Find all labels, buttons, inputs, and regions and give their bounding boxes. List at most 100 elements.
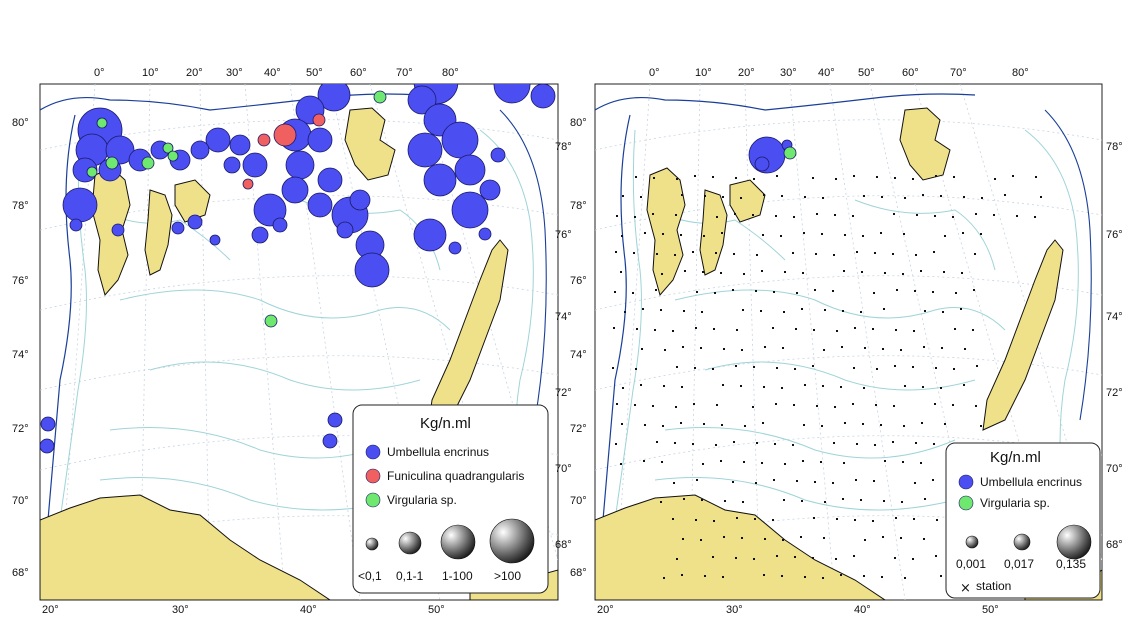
station-marker <box>743 461 745 463</box>
station-marker <box>796 292 798 294</box>
station-marker <box>953 368 955 370</box>
station-marker <box>963 384 965 386</box>
left-map: 0° 10° 20° 30° 40° 50° 60° 70° 80° 20° 3… <box>12 67 572 616</box>
lon-label: 50° <box>306 67 323 79</box>
station-marker <box>793 404 795 406</box>
station-marker <box>856 443 858 445</box>
station-marker <box>714 292 716 294</box>
right-right-lat-labels: 78° 76° 74° 72° 70° 68° <box>1106 141 1123 551</box>
station-marker <box>621 235 623 237</box>
station-marker <box>722 196 724 198</box>
station-marker <box>792 444 794 446</box>
size-circle-icon <box>965 535 979 549</box>
station-marker <box>712 556 714 558</box>
station-marker <box>920 462 922 464</box>
station-marker <box>742 309 744 311</box>
lon-label: 10° <box>142 67 159 79</box>
station-marker <box>873 292 875 294</box>
station-marker <box>836 518 838 520</box>
blue-circle-icon <box>365 444 381 460</box>
station-marker <box>632 292 634 294</box>
station-marker <box>842 310 844 312</box>
station-marker <box>853 367 855 369</box>
station-marker <box>752 406 754 408</box>
station-marker <box>816 405 818 407</box>
lat-label: 78° <box>555 141 572 153</box>
station-marker <box>812 177 814 179</box>
size-circle-icon <box>1056 524 1092 560</box>
catch-point <box>162 142 174 154</box>
station-marker <box>856 251 858 253</box>
lat-label: 80° <box>570 117 587 129</box>
catch-point <box>413 218 447 252</box>
station-marker <box>661 461 663 463</box>
station-marker <box>674 254 676 256</box>
station-marker <box>616 403 618 405</box>
catch-point <box>205 127 231 153</box>
station-marker <box>676 366 678 368</box>
size-class-label: 0,001 <box>956 557 986 571</box>
catch-point <box>354 252 390 288</box>
lon-label: 70° <box>396 67 413 79</box>
station-marker <box>816 213 818 215</box>
station-marker <box>1004 194 1006 196</box>
station-marker <box>802 460 804 462</box>
lat-label: 72° <box>12 423 29 435</box>
station-marker <box>796 480 798 482</box>
station-marker <box>836 330 838 332</box>
station-marker <box>882 536 884 538</box>
station-marker <box>896 289 898 291</box>
lon-label: 50° <box>982 604 999 616</box>
station-marker <box>703 423 705 425</box>
catch-point <box>285 150 315 180</box>
catch-point <box>312 113 326 127</box>
station-marker <box>642 308 644 310</box>
catch-point <box>478 227 492 241</box>
station-marker <box>635 176 637 178</box>
right-legend: Kg/n.ml Umbellula encrinus Virgularia sp… <box>945 442 1101 599</box>
station-marker <box>993 214 995 216</box>
station-marker <box>922 386 924 388</box>
catch-point <box>349 189 371 211</box>
station-marker <box>774 443 776 445</box>
station-marker <box>715 252 717 254</box>
catch-point <box>223 156 241 174</box>
left-land <box>40 107 558 600</box>
station-marker <box>980 233 982 235</box>
size-class-label: <0,1 <box>358 569 382 583</box>
lat-label: 78° <box>1106 141 1123 153</box>
station-marker <box>962 232 964 234</box>
station-marker <box>1040 196 1042 198</box>
station-marker <box>675 406 677 408</box>
station-marker <box>733 253 735 255</box>
catch-point <box>251 226 269 244</box>
station-marker <box>843 270 845 272</box>
station-marker <box>723 536 725 538</box>
station-marker <box>775 403 777 405</box>
station-marker <box>722 576 724 578</box>
lat-label: 78° <box>12 200 29 212</box>
station-marker <box>940 575 942 577</box>
station-marker <box>713 520 715 522</box>
left-legend: Kg/n.ml Umbellula encrinus Funiculina qu… <box>352 404 549 594</box>
station-marker <box>644 232 646 234</box>
station-marker <box>762 234 764 236</box>
station-marker <box>681 386 683 388</box>
station-marker <box>663 385 665 387</box>
station-marker <box>764 538 766 540</box>
lat-label: 80° <box>12 117 29 129</box>
station-marker <box>615 251 617 253</box>
station-marker <box>782 347 784 349</box>
left-top-lon-labels: 0° 10° 20° 30° 40° 50° 60° 70° 80° <box>94 67 459 79</box>
station-marker <box>723 348 725 350</box>
station-marker <box>755 290 757 292</box>
station-marker <box>760 310 762 312</box>
station-marker <box>804 576 806 578</box>
svalbard-east <box>144 189 173 276</box>
station-marker <box>712 176 714 178</box>
catch-point <box>327 412 343 428</box>
station-marker <box>722 384 724 386</box>
station-marker <box>895 517 897 519</box>
station-marker <box>833 254 835 256</box>
